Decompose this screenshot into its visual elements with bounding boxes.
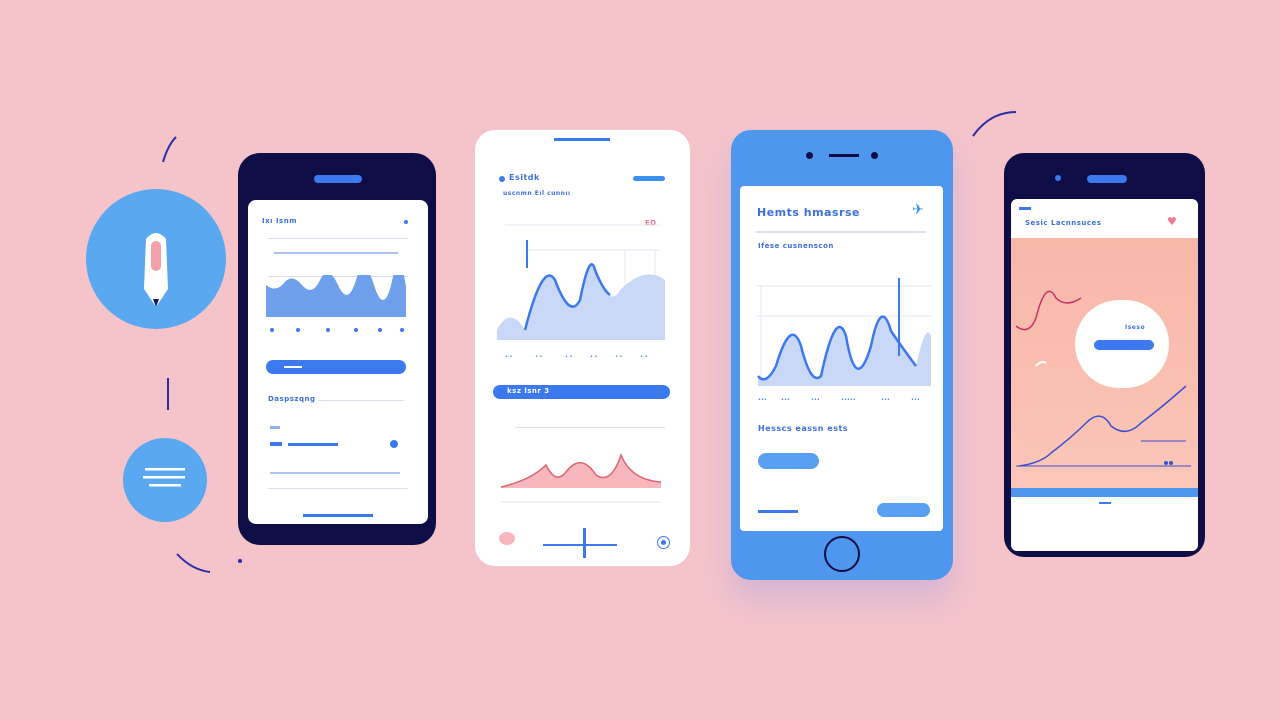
speaker	[829, 154, 859, 157]
sensor	[871, 152, 878, 159]
svg-text:•••: •••	[781, 397, 790, 403]
phone-3-subtitle: Ifese cusnenscon	[758, 242, 834, 250]
card-button[interactable]	[1094, 340, 1154, 350]
phone-1-button[interactable]	[266, 360, 406, 374]
phone-1-wave-chart	[266, 275, 406, 317]
phone-4-title: Sesic Lacnnsuces	[1025, 219, 1102, 227]
heart-icon[interactable]: ♥	[1167, 215, 1177, 228]
settings-button[interactable]	[658, 537, 669, 548]
pen-button[interactable]	[86, 189, 226, 329]
toggle[interactable]	[390, 440, 398, 448]
blue-band	[1011, 488, 1198, 497]
svg-text:• •: • •	[505, 354, 513, 360]
pink-button[interactable]	[499, 532, 515, 545]
svg-text:•••: •••	[911, 397, 920, 403]
menu-lines-icon	[143, 468, 185, 487]
svg-text:•••••: •••••	[841, 397, 856, 403]
dot	[404, 220, 408, 224]
phone-4-screen: Sesic Lacnnsuces ♥ Iseso	[1011, 199, 1198, 551]
floating-card: Iseso	[1075, 300, 1169, 388]
camera	[1055, 175, 1061, 181]
svg-text:• •: • •	[565, 354, 573, 360]
axis-dots	[270, 328, 404, 332]
svg-text:•••: •••	[758, 397, 767, 403]
phone-4: Sesic Lacnnsuces ♥ Iseso	[1004, 153, 1205, 557]
phone-3-section: Hesscs eassn ests	[758, 424, 849, 433]
phone-4-charts	[1015, 290, 1191, 467]
phone-2-button[interactable]: ksz lsnr 3	[493, 385, 670, 399]
card-label: Iseso	[1125, 324, 1146, 331]
dot	[499, 176, 505, 182]
phone-3-screen: Hemts hmasrse ✈ Ifese cusnenscon ••• ••• •…	[740, 186, 943, 531]
notch-bar	[554, 138, 610, 141]
phone-3-action-button[interactable]	[877, 503, 930, 517]
phone-2-line-chart: • • • • • • • • • • • •	[497, 224, 665, 360]
phone-2-red-chart	[501, 452, 662, 503]
menu-button[interactable]	[123, 438, 207, 522]
phone-1-screen: Ixı Isnm Daspszqng	[248, 200, 428, 524]
phone-1-section: Daspszqng	[268, 395, 316, 403]
phone-2: Esitdk uscnmn Eıl cunnıı ED • • • • • • • •…	[475, 130, 690, 566]
svg-text:• •: • •	[640, 354, 648, 360]
svg-text:• •: • •	[615, 354, 623, 360]
plane-icon[interactable]: ✈	[912, 202, 924, 218]
camera	[806, 152, 813, 159]
speaker	[1087, 175, 1127, 183]
speaker	[314, 175, 362, 183]
hero-panel: Iseso	[1011, 238, 1198, 490]
phone-2-badge: ED	[645, 219, 657, 227]
phone-2-title: Esitdk	[509, 173, 540, 182]
tab-indicator	[543, 544, 617, 546]
phone-3-title: Hemts hmasrse	[757, 206, 860, 219]
phone-3-line-chart: ••• ••• ••• ••••• ••• •••	[756, 278, 931, 403]
phone-3: Hemts hmasrse ✈ Ifese cusnenscon ••• ••• •…	[731, 130, 953, 580]
home-button[interactable]	[824, 536, 860, 572]
phone-2-button-label: ksz lsnr 3	[507, 387, 550, 395]
svg-text:•••: •••	[811, 397, 820, 403]
phone-3-pill-button[interactable]	[758, 453, 819, 469]
phone-2-subtitle: uscnmn Eıl cunnıı	[503, 190, 571, 197]
pen-icon	[144, 233, 168, 307]
svg-text:• •: • •	[590, 354, 598, 360]
phone-1-title: Ixı Isnm	[262, 217, 298, 225]
svg-text:•••: •••	[881, 397, 890, 403]
divider	[583, 528, 586, 558]
svg-text:• •: • •	[535, 354, 543, 360]
status-pill	[633, 176, 665, 181]
phone-1: Ixı Isnm Daspszqng	[238, 153, 436, 545]
